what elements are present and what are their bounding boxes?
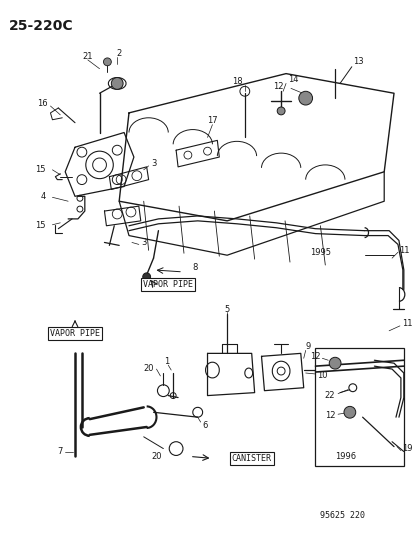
Text: 95625 220: 95625 220: [319, 511, 364, 520]
Circle shape: [343, 406, 355, 418]
Circle shape: [103, 58, 111, 66]
Text: 2: 2: [116, 50, 121, 59]
Circle shape: [142, 273, 150, 281]
Text: 1: 1: [163, 357, 169, 366]
Text: 1995: 1995: [310, 248, 331, 257]
Text: 1996: 1996: [334, 452, 356, 461]
Text: 15: 15: [35, 165, 45, 174]
Circle shape: [328, 357, 340, 369]
Circle shape: [298, 91, 312, 105]
Text: 9: 9: [305, 342, 310, 351]
Text: 13: 13: [352, 58, 363, 66]
Text: 12: 12: [309, 352, 320, 361]
Text: 11: 11: [401, 319, 411, 328]
Text: 22: 22: [324, 391, 334, 400]
Text: 4: 4: [40, 192, 45, 201]
Text: 8: 8: [192, 263, 198, 272]
Text: 11: 11: [398, 246, 408, 255]
Text: VAPOR PIPE: VAPOR PIPE: [50, 329, 100, 338]
Bar: [315, 349, 403, 466]
Text: 20: 20: [142, 364, 153, 373]
Text: 5: 5: [224, 305, 229, 314]
Text: CANISTER: CANISTER: [231, 454, 271, 463]
Circle shape: [111, 77, 123, 90]
Text: 25-220C: 25-220C: [9, 19, 74, 33]
Text: 16: 16: [37, 99, 48, 108]
Text: 3: 3: [141, 238, 146, 247]
Text: 7: 7: [57, 447, 63, 456]
Text: VAPOR PIPE: VAPOR PIPE: [143, 280, 193, 289]
Text: 17: 17: [206, 116, 217, 125]
Text: 18: 18: [231, 77, 242, 86]
Text: 6: 6: [202, 421, 207, 430]
Circle shape: [277, 107, 285, 115]
Text: 21: 21: [82, 52, 93, 61]
Text: 12: 12: [324, 411, 334, 419]
Text: 10: 10: [317, 372, 327, 381]
Text: 15: 15: [35, 221, 45, 230]
Text: 14: 14: [287, 75, 297, 84]
Text: 20: 20: [151, 452, 161, 461]
Text: 3: 3: [150, 159, 156, 168]
Text: 19: 19: [401, 444, 411, 453]
Text: 12: 12: [273, 82, 283, 91]
